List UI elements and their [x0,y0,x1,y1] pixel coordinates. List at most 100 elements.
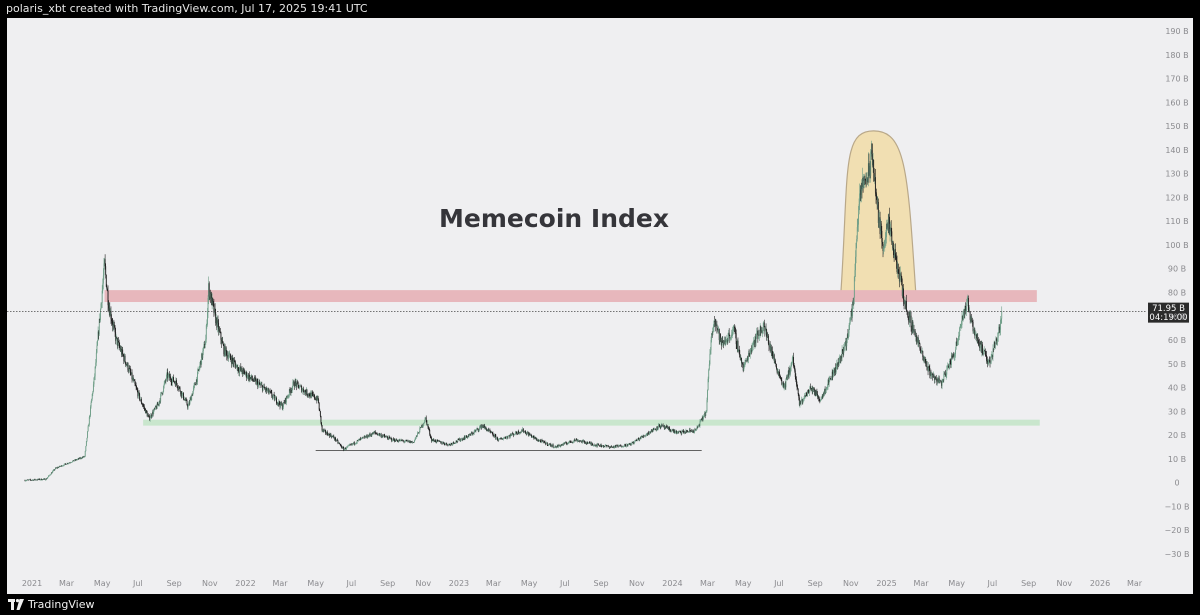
candle-body [736,344,738,348]
candle-body [445,442,447,444]
x-tick-label: Mar [913,579,929,588]
candle-body [695,428,697,430]
candle-body [415,435,417,438]
candle-body [881,230,883,243]
candle-body [694,429,696,431]
candle-body [407,440,408,442]
candle-body [166,374,167,381]
candle-body [576,439,578,442]
candle-body [591,443,593,445]
candle-body [751,347,753,353]
candle-body [77,459,79,460]
candle-body [114,325,115,327]
candle-body [321,422,322,426]
candle-body [174,381,176,383]
candle-body [758,334,760,336]
candle-body [794,370,796,377]
candle-body [736,340,738,348]
candle-body [449,444,451,445]
candle-body [254,378,256,380]
candle-body [32,479,34,481]
candle-body [624,444,625,447]
candle-body [335,437,337,441]
candle-body [335,440,337,442]
candle-body [328,433,329,436]
candle-body [765,328,767,330]
candle-body [97,331,99,341]
candle-body [601,446,603,447]
candle-body [107,289,108,291]
candle-body [614,446,615,448]
candle-body [97,340,98,346]
x-tick-label: Nov [1057,579,1073,588]
candle-body [193,385,195,388]
candle-body [707,389,708,401]
candle-body [248,374,250,380]
chart-area[interactable]: 71.95 B 04:19:00 −30 B −20 B −10 B 0 10 B 20 B… [7,18,1193,594]
candle-body [129,368,131,373]
candle-body [968,310,970,312]
candle-body [812,387,814,389]
candle-body [635,440,637,441]
candle-body [693,431,695,433]
candle-body [393,439,395,441]
candle-body [735,333,737,345]
candle-body [29,479,31,480]
candle-body [718,329,720,341]
candle-body [477,428,479,431]
candle-body [226,354,228,357]
candle-body [990,362,992,364]
candle-body [26,479,28,481]
candle-body [539,440,541,442]
candle-body [642,436,644,438]
candle-body [494,434,496,436]
candle-body [692,431,694,432]
candle-body [389,437,391,439]
x-tick-label: Nov [843,579,859,588]
candle-body [888,216,890,235]
candle-body [704,412,706,416]
candle-body [597,443,599,445]
candle-body [380,434,382,435]
candle-body [83,456,85,457]
candle-body [25,480,27,482]
candle-body [577,440,579,442]
candle-body [750,349,752,351]
candle-body [838,361,840,365]
candle-body [655,429,657,430]
candle-body [673,429,675,433]
candle-body [560,444,562,446]
candle-body [536,440,538,442]
candle-body [244,371,246,375]
candle-body [281,404,283,410]
candle-body [287,395,289,398]
candle-body [557,445,559,448]
candle-body [626,444,628,447]
candle-body [186,400,188,405]
candle-body [57,467,59,468]
candle-body [95,362,97,367]
candle-body [462,438,464,441]
candle-body [218,322,220,332]
candle-body [423,423,425,424]
candle-body [431,439,433,442]
candle-body [246,377,248,378]
candle-body [964,305,966,316]
candle-body [743,363,745,367]
candle-body [56,467,58,469]
candle-body [294,385,296,387]
candle-body [84,456,86,457]
candle-body [253,380,255,382]
candle-body [811,388,813,393]
candle-body [863,179,865,182]
candle-body [829,378,831,380]
candle-body [152,411,154,414]
candle-body [586,443,587,445]
candle-body [686,430,687,433]
candle-body [787,377,789,380]
candle-body [85,441,87,447]
overlay-layer: 71.95 B04:19:00 [7,302,1189,323]
candle-body [840,355,842,360]
candle-body [541,440,543,441]
